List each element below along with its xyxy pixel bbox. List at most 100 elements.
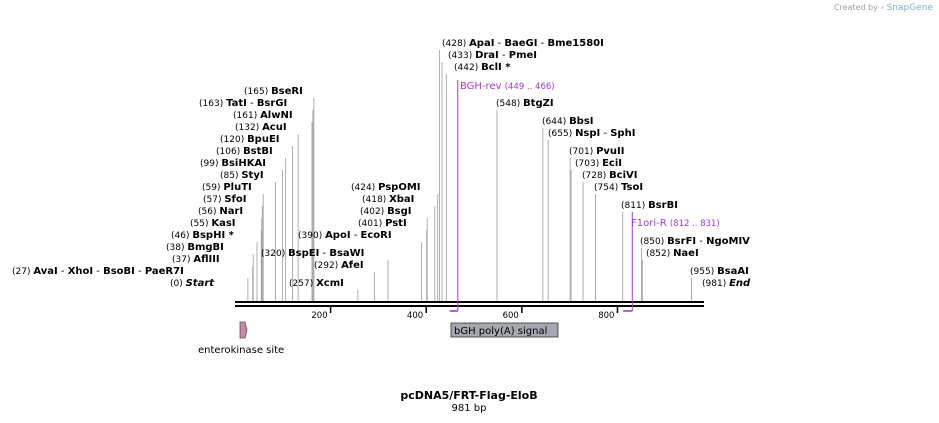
primers: BGH-rev (449 .. 466) F1ori-R (812 .. 831) [449,80,720,312]
primer-name-bgh-rev: BGH-rev [460,81,505,92]
site-label-kasi[interactable]: (55) KasI [190,218,236,229]
site-label-start[interactable]: (0) Start [170,278,215,289]
site-label-xbai[interactable]: (418) XbaI [362,194,414,205]
enzyme-name-tsoi: TsoI [621,182,643,193]
site-label-bsaai[interactable]: (955) BsaAI [690,266,749,277]
site-label-apai[interactable]: (428) ApaI - BaeGI - Bme1580I [442,38,604,49]
enzyme-name-bsobi: BsoBI [103,266,135,277]
site-label-styi[interactable]: (85) StyI [220,170,264,181]
enzyme-name-acui: AcuI [262,122,287,133]
enzyme-name-bspei: BspEI [288,248,319,259]
enzyme-name-pluti: PluTI [223,182,251,193]
site-label-bsihkai[interactable]: (99) BsiHKAI [200,158,266,169]
enzyme-name-bsrbi: BsrBI [648,200,678,211]
site-separator: - [319,248,329,259]
site-label-bpuei[interactable]: (120) BpuEI [220,134,280,145]
site-label-afei[interactable]: (292) AfeI [314,260,364,271]
site-label-xcmi[interactable]: (257) XcmI [289,278,344,289]
enzyme-name-psti: PstI [385,218,407,229]
site-position-nspi: (655) [548,129,575,139]
enzyme-name-nari: NarI [219,206,243,217]
site-label-naei[interactable]: (852) NaeI [646,248,699,259]
enzyme-name-alwni: AlwNI [260,110,293,121]
primer-label-bgh-rev[interactable]: BGH-rev (449 .. 466) [460,81,555,92]
site-lines [247,50,692,302]
site-label-bbsi[interactable]: (644) BbsI [542,116,594,127]
enzyme-name-sfoi: SfoI [224,194,246,205]
enzyme-name-bsrgi: BsrGI [257,98,287,109]
site-position-pspomi: (424) [351,183,378,193]
site-label-psti[interactable]: (401) PstI [358,218,407,229]
site-label-ecii[interactable]: (703) EciI [575,158,622,169]
site-label-tsoi[interactable]: (754) TsoI [594,182,643,193]
site-label-bcivi[interactable]: (728) BciVI [582,170,638,181]
site-position-acui: (132) [235,123,262,133]
site-label-end[interactable]: (981) End [702,278,751,289]
site-label-afliii[interactable]: (37) AflIII [172,254,220,265]
site-label-bsrbi[interactable]: (811) BsrBI [621,200,678,211]
site-label-btgzi[interactable]: (548) BtgZI [496,98,554,109]
site-position-xcmi: (257) [289,279,316,289]
axis-tick-label-600: 600 [503,311,519,321]
site-position-bbsi: (644) [542,117,569,127]
site-label-bsgi[interactable]: (402) BsgI [360,206,412,217]
site-separator: - [494,38,504,49]
enzyme-name-start: Start [186,278,216,289]
site-label-tati[interactable]: (163) TatI - BsrGI [199,98,287,109]
site-label-bseri[interactable]: (165) BseRI [244,86,303,97]
site-position-styi: (85) [220,171,241,181]
enzyme-name-avai: AvaI [33,266,57,277]
feature-arrow-enterokinase-site[interactable] [239,321,248,339]
enzyme-name-kasi: KasI [211,218,235,229]
site-label-nspi[interactable]: (655) NspI - SphI [548,128,635,139]
site-label-bsphi[interactable]: (46) BspHI * [171,230,235,241]
site-position-alwni: (161) [233,111,260,121]
site-label-bstbi[interactable]: (106) BstBI [216,146,273,157]
enzyme-name-nspi: NspI [575,128,600,139]
site-label-acui[interactable]: (132) AcuI [235,122,287,133]
enzyme-name-styi: StyI [241,170,263,181]
site-position-bpuei: (120) [220,135,247,145]
site-label-drai[interactable]: (433) DraI - PmeI [448,50,537,61]
site-position-naei: (852) [646,249,673,259]
site-label-alwni[interactable]: (161) AlwNI [233,110,293,121]
site-label-avai[interactable]: (27) AvaI - XhoI - BsoBI - PaeR7I [12,266,184,277]
site-label-pluti[interactable]: (59) PluTI [202,182,252,193]
site-separator: - [696,236,706,247]
site-labels: (27) AvaI - XhoI - BsoBI - PaeR7I(0) Sta… [12,38,751,289]
enzyme-name-pmei: PmeI [509,50,537,61]
site-label-sfoi[interactable]: (57) SfoI [203,194,247,205]
site-position-bsihkai: (99) [200,159,221,169]
site-position-bseri: (165) [244,87,271,97]
site-label-apoi[interactable]: (390) ApoI - EcoRI [298,230,392,241]
enzyme-name-apoi: ApoI [325,230,351,241]
enzyme-name-ecii: EciI [602,158,622,169]
site-position-afliii: (37) [172,255,193,265]
site-position-ecii: (703) [575,159,602,169]
primer-label-f1ori-r[interactable]: F1ori-R (812 .. 831) [631,218,720,229]
enzyme-name-pspomi: PspOMI [378,182,420,193]
primer-range-f1ori-r: (812 .. 831) [670,219,720,229]
site-label-bspei[interactable]: (320) BspEI - BsaWI [261,248,364,259]
feature-box-bgh-poly-a-signal[interactable] [450,322,559,338]
site-label-pspomi[interactable]: (424) PspOMI [351,182,421,193]
snapgene-logo-icon: › [880,3,885,13]
site-position-psti: (401) [358,219,385,229]
site-position-apai: (428) [442,39,469,49]
enzyme-name-paer7i: PaeR7I [145,266,184,277]
enzyme-name-xcmi: XcmI [316,278,344,289]
map-title: pcDNA5/FRT-Flag-EloB [400,389,537,402]
site-separator: - [247,98,257,109]
axis-tick-label-200: 200 [311,311,327,321]
site-label-bmgbi[interactable]: (38) BmgBI [166,242,224,253]
site-label-pvuii[interactable]: (701) PvuII [569,146,624,157]
feature-label-bgh-poly-a-signal: bGH poly(A) signal [454,326,547,337]
enzyme-name-bbsi: BbsI [569,116,593,127]
site-position-bcivi: (728) [582,171,609,181]
site-label-bsrfi[interactable]: (850) BsrFI - NgoMIV [640,236,750,247]
site-label-nari[interactable]: (56) NarI [198,206,243,217]
site-position-btgzi: (548) [496,99,523,109]
enzyme-name-sphi: SphI [610,128,635,139]
site-position-drai: (433) [448,51,475,61]
site-label-bcli[interactable]: (442) BclI * [454,62,511,73]
